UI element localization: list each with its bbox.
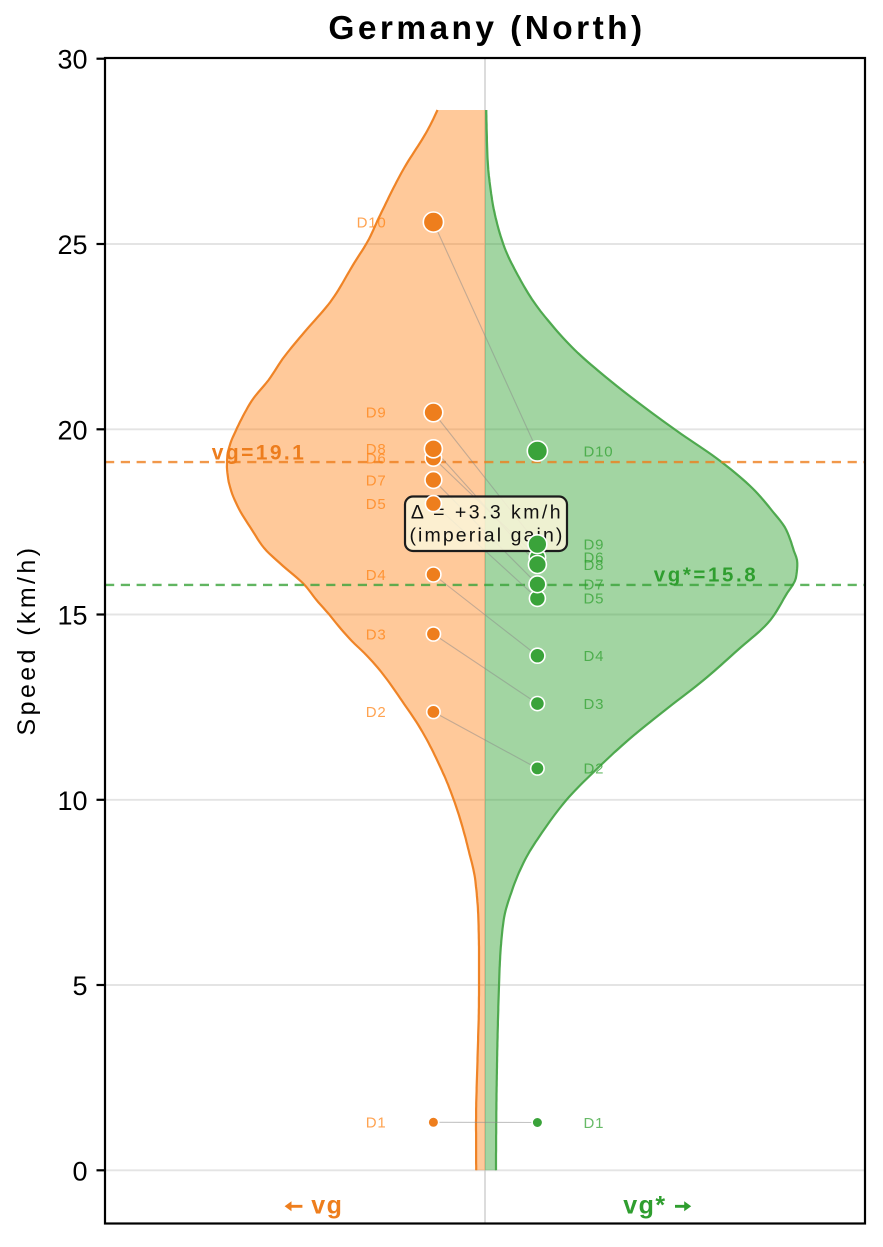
svg-text:D2: D2 [366,704,387,721]
svg-text:vg: vg [311,1192,343,1220]
svg-text:D3: D3 [366,626,387,643]
svg-text:15: 15 [57,601,87,631]
svg-text:10: 10 [57,786,87,816]
svg-text:vg*=15.8: vg*=15.8 [654,564,759,587]
svg-text:D7: D7 [584,577,605,594]
svg-text:D8: D8 [366,441,387,458]
svg-text:D7: D7 [366,472,387,489]
svg-text:D8: D8 [584,557,605,574]
svg-text:D4: D4 [584,648,605,665]
svg-text:vg*: vg* [623,1192,666,1220]
svg-text:D1: D1 [584,1115,605,1132]
svg-text:5: 5 [72,971,87,1001]
svg-text:D9: D9 [584,537,605,554]
svg-text:Speed (km/h): Speed (km/h) [13,545,41,736]
svg-text:D10: D10 [584,443,614,460]
svg-text:25: 25 [57,230,87,260]
svg-text:D5: D5 [366,496,387,513]
svg-text:20: 20 [57,415,87,445]
svg-text:vg=19.1: vg=19.1 [212,442,306,465]
svg-text:Germany (North): Germany (North) [328,10,645,47]
svg-text:30: 30 [57,45,87,75]
svg-text:D4: D4 [366,567,387,584]
svg-text:0: 0 [72,1156,87,1186]
svg-text:D2: D2 [584,761,605,778]
svg-text:D1: D1 [366,1115,387,1132]
svg-text:D3: D3 [584,696,605,713]
svg-text:D9: D9 [366,405,387,422]
svg-text:D10: D10 [357,214,387,231]
